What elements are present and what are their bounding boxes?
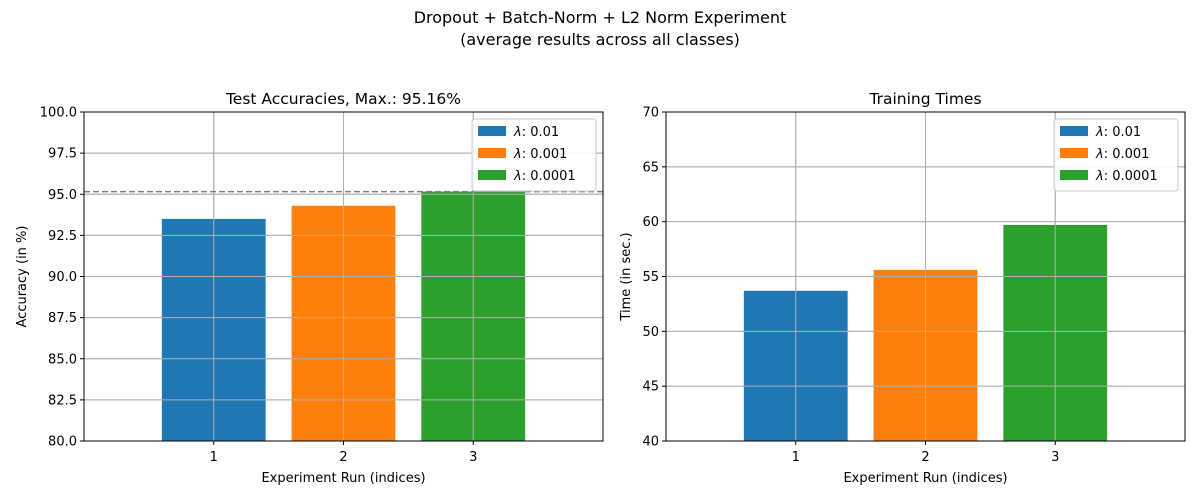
y-tick-label: 65 (642, 160, 659, 175)
legend-value: : 0.001 (1104, 147, 1150, 162)
legend-entry-3: λ: 0.0001 (1095, 169, 1158, 184)
y-tick-label: 95.0 (48, 188, 77, 203)
legend-swatch (478, 148, 506, 158)
lambda-symbol: λ (513, 125, 522, 140)
y-tick-label: 82.5 (48, 393, 77, 408)
legend-entry-1: λ: 0.01 (513, 125, 559, 140)
legend-value: : 0.01 (1104, 125, 1141, 140)
y-tick-label: 100.0 (40, 106, 77, 121)
legend-entry-2: λ: 0.001 (513, 147, 567, 162)
x-tick-label: 3 (1051, 450, 1059, 465)
legend-entry-1: λ: 0.01 (1095, 125, 1141, 140)
legend-swatch (1060, 148, 1088, 158)
legend-value: : 0.001 (522, 147, 568, 162)
lambda-symbol: λ (1095, 147, 1104, 162)
legend-value: : 0.01 (522, 125, 559, 140)
y-tick-label: 45 (642, 380, 659, 395)
x-tick-label: 3 (469, 450, 477, 465)
legend-swatch (1060, 126, 1088, 136)
y-tick-label: 80.0 (48, 435, 77, 450)
lambda-symbol: λ (513, 169, 522, 184)
training-time-chart: 40 45 50 55 60 65 70 1 2 3 Training Times Experimen… (619, 90, 1186, 486)
accuracy-chart: 80.0 82.5 85.0 87.5 90.0 92.5 95.0 97.5 100.0 1 2 3… (15, 90, 604, 486)
y-tick-label: 87.5 (48, 311, 77, 326)
y-tick-label: 85.0 (48, 352, 77, 367)
x-tick-label: 1 (792, 450, 800, 465)
figure-subtitle: (average results across all classes) (460, 30, 740, 49)
y-tick-label: 70 (642, 106, 659, 121)
legend-swatch (478, 126, 506, 136)
lambda-symbol: λ (513, 147, 522, 162)
x-tick-label: 1 (210, 450, 218, 465)
legend-entry-2: λ: 0.001 (1095, 147, 1149, 162)
legend-value: : 0.0001 (1104, 169, 1158, 184)
y-tick-label: 50 (642, 325, 659, 340)
x-tick-label: 2 (921, 450, 929, 465)
y-tick-label: 55 (642, 270, 659, 285)
figure-title: Dropout + Batch-Norm + L2 Norm Experimen… (414, 8, 787, 27)
legend-swatch (478, 170, 506, 180)
y-tick-label: 92.5 (48, 229, 77, 244)
legend-swatch (1060, 170, 1088, 180)
legend-entry-3: λ: 0.0001 (513, 169, 576, 184)
y-axis-label: Accuracy (in %) (15, 226, 30, 328)
lambda-symbol: λ (1095, 169, 1104, 184)
y-tick-label: 90.0 (48, 270, 77, 285)
chart-title: Test Accuracies, Max.: 95.16% (225, 90, 461, 108)
y-tick-label: 40 (642, 435, 659, 450)
y-tick-label: 60 (642, 215, 659, 230)
x-tick-label: 2 (339, 450, 347, 465)
y-axis-label: Time (in sec.) (619, 232, 634, 321)
chart-title: Training Times (868, 90, 981, 108)
x-axis-label: Experiment Run (indices) (261, 471, 425, 486)
x-axis-label: Experiment Run (indices) (843, 471, 1007, 486)
lambda-symbol: λ (1095, 125, 1104, 140)
y-tick-label: 97.5 (48, 147, 77, 162)
legend-value: : 0.0001 (522, 169, 576, 184)
